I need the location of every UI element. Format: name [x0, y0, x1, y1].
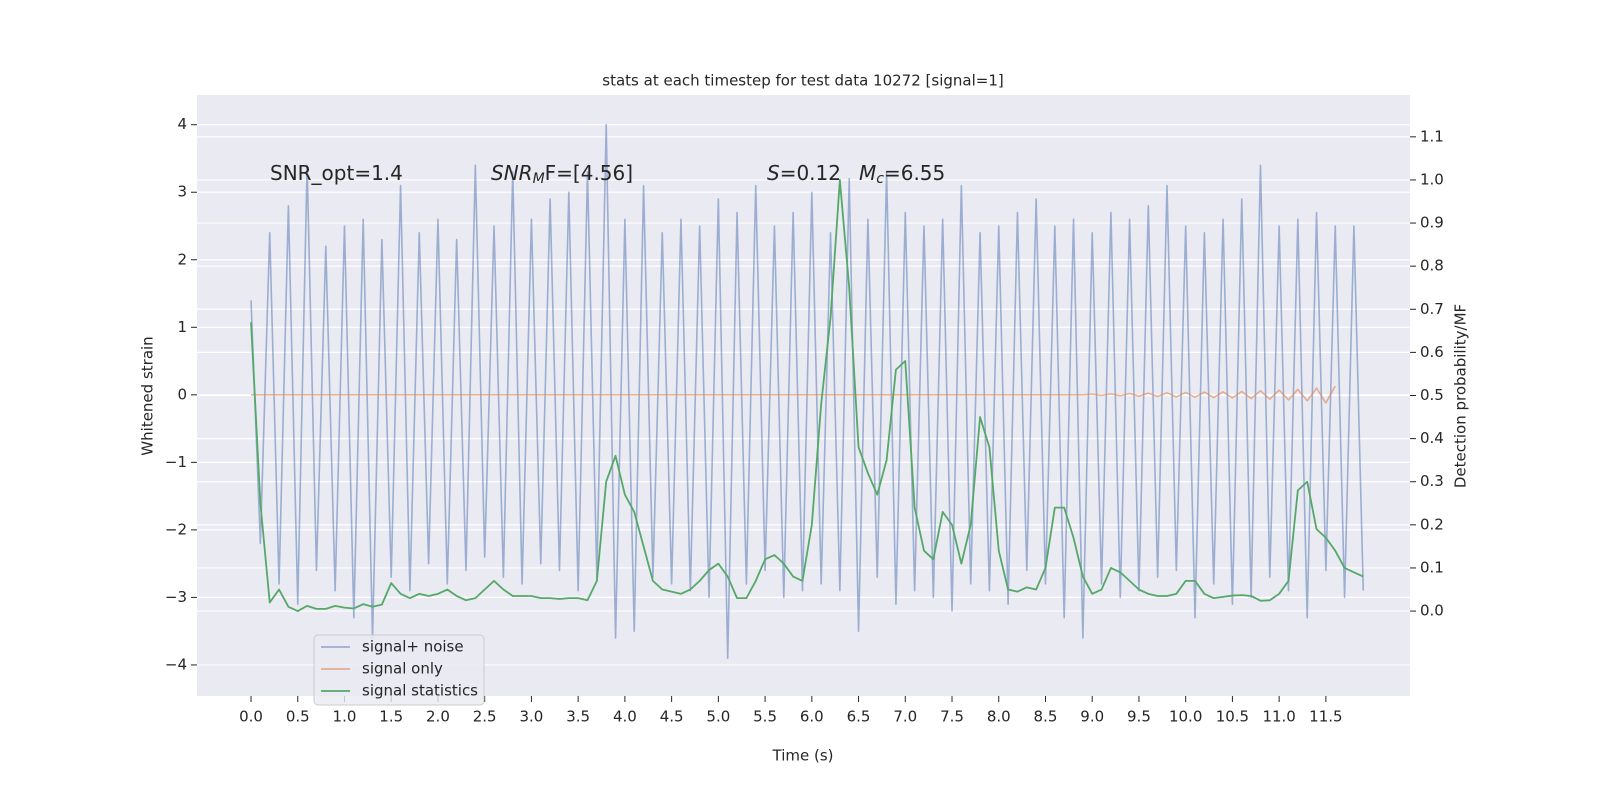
y-tick-label: 4 [177, 115, 187, 133]
x-tick-label: 8.5 [1034, 708, 1058, 726]
legend-label: signal only [362, 660, 443, 678]
y2-tick-label: 1.1 [1420, 127, 1444, 145]
annotation-part: =0.12 [780, 161, 841, 185]
y-tick-label: 1 [177, 318, 187, 336]
x-tick-label: 7.5 [940, 708, 964, 726]
y2-tick-label: 0.3 [1420, 472, 1444, 490]
series-line [251, 385, 1336, 404]
chart-title: stats at each timestep for test data 102… [602, 72, 1003, 90]
x-tick-label: 6.5 [847, 708, 871, 726]
y-tick-label: 3 [177, 183, 187, 201]
y2-tick-label: 1.0 [1420, 170, 1444, 188]
annotation-part: c [876, 171, 884, 187]
legend-label: signal+ noise [362, 638, 464, 656]
x-tick-label: 6.0 [800, 708, 824, 726]
y-tick-label: −4 [165, 655, 187, 673]
legend: signal+ noise signal only signal statistic… [313, 634, 485, 706]
annotation: SNRMF=[4.56] [491, 161, 633, 188]
x-tick-label: 7.0 [893, 708, 917, 726]
annotation: SNR_opt=1.4 [270, 161, 403, 185]
annotation: Mc=6.55 [859, 161, 945, 188]
y-tick-label: −2 [165, 520, 187, 538]
y-tick-label: −1 [165, 453, 187, 471]
x-tick-label: 8.0 [987, 708, 1011, 726]
series-line [250, 179, 1364, 612]
y2-axis-label: Detection probability/MF [1452, 304, 1470, 488]
x-tick-label: 4.0 [613, 708, 637, 726]
plot [250, 123, 1365, 659]
y2-tick-label: 0.1 [1420, 558, 1444, 576]
annotation-part: =6.55 [884, 161, 945, 185]
y2-tick-label: 0.5 [1420, 386, 1444, 404]
y2-tick-label: 0.2 [1420, 515, 1444, 533]
x-tick-label: 5.0 [706, 708, 730, 726]
x-tick-label: 3.5 [566, 708, 590, 726]
x-tick-label: 5.5 [753, 708, 777, 726]
axes: −4 −3 −2 −1 0 1 2 3 4 0.0 0.1 0.2 0.3 0.4 0.5 0.6 0.7 0.8… [165, 115, 1444, 725]
x-tick-label: 11.0 [1262, 708, 1295, 726]
y2-tick-label: 0.6 [1420, 343, 1444, 361]
x-tick-label: 1.5 [379, 708, 403, 726]
y2-tick-label: 0.4 [1420, 429, 1444, 447]
annotation-part: F=[4.56] [545, 161, 633, 185]
legend-label: signal statistics [362, 682, 478, 700]
annotations: SNR_opt=1.4 SNRMF=[4.56] S=0.12 Mc=6.55 [270, 161, 945, 188]
x-tick-label: 0.0 [239, 708, 263, 726]
y2-tick-label: 0.9 [1420, 214, 1444, 232]
legend-box [313, 634, 485, 706]
annotation-part: SNR [491, 161, 533, 185]
x-tick-label: 3.0 [519, 708, 543, 726]
x-tick-label: 9.0 [1080, 708, 1104, 726]
y-tick-label: 2 [177, 250, 187, 268]
y-axis-label: Whitened strain [139, 336, 157, 455]
y2-tick-label: 0.0 [1420, 602, 1444, 620]
series-line [250, 123, 1365, 659]
x-tick-label: 2.0 [426, 708, 450, 726]
annotation-part: SNR_opt=1.4 [270, 161, 403, 185]
y-tick-label: −3 [165, 588, 187, 606]
y2-tick-label: 0.8 [1420, 257, 1444, 275]
annotation-part: M [533, 171, 545, 187]
annotation-part: M [859, 161, 876, 185]
x-tick-label: 0.5 [286, 708, 310, 726]
x-tick-label: 9.5 [1127, 708, 1151, 726]
y-tick-label: 0 [177, 385, 187, 403]
x-axis-label: Time (s) [772, 747, 834, 765]
x-tick-label: 11.5 [1309, 708, 1342, 726]
y2-tick-label: 0.7 [1420, 300, 1444, 318]
annotation-part: S [767, 161, 780, 185]
x-tick-label: 1.0 [333, 708, 357, 726]
x-tick-label: 10.0 [1169, 708, 1202, 726]
x-tick-label: 2.5 [473, 708, 497, 726]
annotation: S=0.12 [767, 161, 841, 185]
x-tick-label: 10.5 [1216, 708, 1249, 726]
x-tick-label: 4.5 [660, 708, 684, 726]
